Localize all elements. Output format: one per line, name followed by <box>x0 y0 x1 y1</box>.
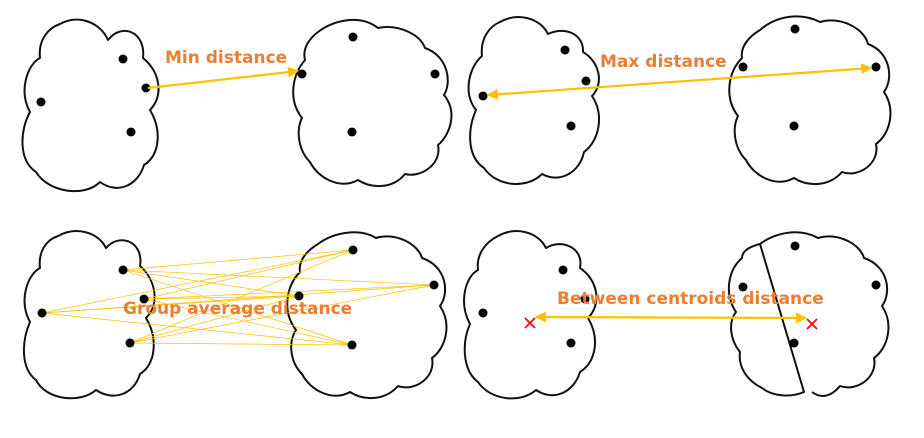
cluster-a-point <box>37 308 47 318</box>
pairwise-line <box>41 284 435 314</box>
centroid-distance-label: Between centroids distance <box>557 289 824 309</box>
cluster-a-point <box>141 83 151 93</box>
panel-min-distance: Min distance <box>21 18 453 193</box>
cluster-b-point <box>348 245 358 255</box>
cluster-a-point <box>126 127 136 137</box>
pairwise-line <box>122 249 354 271</box>
pairwise-line <box>41 312 353 346</box>
max-distance-line <box>486 63 873 100</box>
cluster-a-outline <box>463 230 598 400</box>
panel-max-distance: Max distance <box>467 15 892 186</box>
cluster-b-point <box>738 62 748 72</box>
cluster-b-point <box>738 282 748 292</box>
centroid-x-icon <box>524 317 536 329</box>
pairwise-line <box>122 269 353 346</box>
cluster-b-outline <box>292 18 453 187</box>
cluster-a-point <box>36 97 46 107</box>
group-average-distance-label: Group average distance <box>123 299 352 319</box>
cluster-a-point <box>558 265 568 275</box>
cluster-a-point <box>118 54 128 64</box>
cluster-b-point <box>430 69 440 79</box>
cluster-a-outline <box>22 230 156 400</box>
cluster-a-point <box>580 294 590 304</box>
cluster-b-point <box>429 280 439 290</box>
cluster-b-outline <box>728 15 892 185</box>
min-distance-line <box>147 66 300 90</box>
cluster-a-point <box>118 265 128 275</box>
pairwise-line <box>129 295 300 344</box>
cluster-b-outline <box>727 231 890 397</box>
cluster-b-point <box>790 24 800 34</box>
cluster-a-point <box>478 308 488 318</box>
cluster-a-point <box>581 76 591 86</box>
pairwise-line <box>129 342 353 346</box>
centroid-x-icon <box>806 318 818 330</box>
cluster-a-point <box>139 294 149 304</box>
cluster-a-point <box>566 121 576 131</box>
pairwise-line <box>143 298 353 346</box>
pairwise-line <box>143 249 354 300</box>
pairwise-line <box>143 284 435 300</box>
centroid-distance-line <box>534 311 808 324</box>
cluster-b-point <box>347 340 357 350</box>
cluster-b-point <box>348 32 358 42</box>
cluster-a-point <box>560 45 570 55</box>
cluster-b-point <box>789 338 799 348</box>
cluster-a-point <box>125 338 135 348</box>
group-average-lines <box>41 249 435 346</box>
panel-centroid-distance: Between centroids distance <box>463 230 890 400</box>
cluster-b-point <box>297 69 307 79</box>
cluster-b-point <box>871 62 881 72</box>
cluster-a-point <box>478 91 488 101</box>
pairwise-line <box>129 249 354 344</box>
cluster-b-point <box>790 241 800 251</box>
pairwise-line <box>122 269 435 286</box>
panel-group-average-distance: Group average distance <box>22 230 448 400</box>
max-distance-label: Max distance <box>600 52 727 72</box>
pairwise-line <box>41 249 354 314</box>
cluster-b-point <box>294 291 304 301</box>
cluster-b-outline <box>286 231 448 399</box>
cluster-b-point <box>871 280 881 290</box>
cluster-a-outline <box>467 16 600 186</box>
pairwise-line <box>129 284 435 344</box>
min-distance-label: Min distance <box>165 48 287 68</box>
cluster-b-point <box>789 121 799 131</box>
cluster-a-point <box>566 338 576 348</box>
cluster-b-point <box>347 127 357 137</box>
cluster-a-outline <box>21 18 160 193</box>
